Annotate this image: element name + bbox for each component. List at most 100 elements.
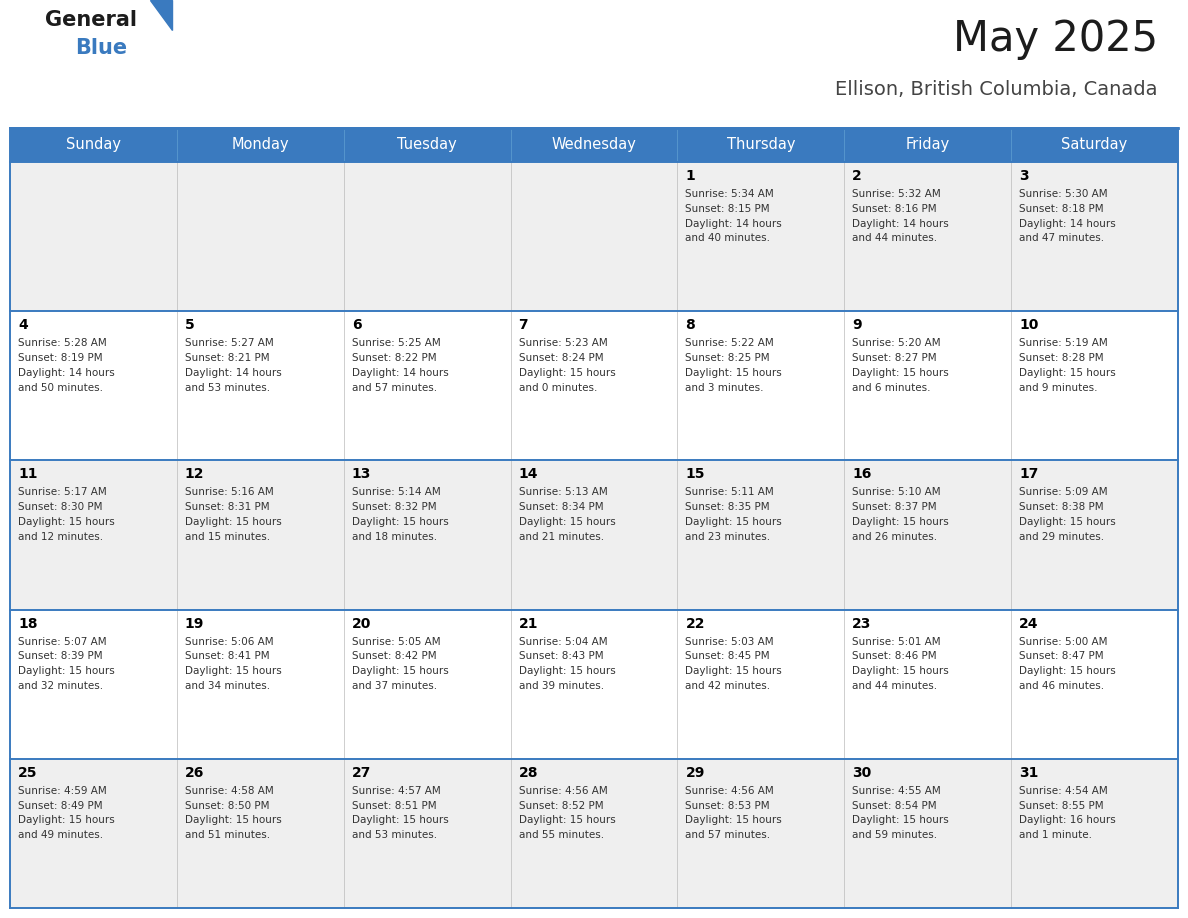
Text: Sunset: 8:54 PM: Sunset: 8:54 PM <box>852 800 937 811</box>
Bar <box>845 162 1011 311</box>
Text: Daylight: 14 hours: Daylight: 14 hours <box>685 218 782 229</box>
Text: 9: 9 <box>852 319 862 332</box>
Text: 21: 21 <box>519 617 538 631</box>
Text: and 18 minutes.: and 18 minutes. <box>352 532 437 542</box>
Text: and 44 minutes.: and 44 minutes. <box>852 681 937 691</box>
Text: 31: 31 <box>1019 766 1038 779</box>
Text: Daylight: 15 hours: Daylight: 15 hours <box>352 666 448 677</box>
Text: Sunrise: 5:00 AM: Sunrise: 5:00 AM <box>1019 636 1107 646</box>
Text: Sunset: 8:18 PM: Sunset: 8:18 PM <box>1019 204 1104 214</box>
Text: 30: 30 <box>852 766 872 779</box>
Text: Sunrise: 5:10 AM: Sunrise: 5:10 AM <box>852 487 941 498</box>
Polygon shape <box>150 0 172 29</box>
Text: Daylight: 15 hours: Daylight: 15 hours <box>18 517 115 527</box>
Text: Blue: Blue <box>75 38 127 58</box>
Bar <box>511 162 677 311</box>
Text: and 32 minutes.: and 32 minutes. <box>18 681 103 691</box>
Text: Monday: Monday <box>232 138 289 152</box>
Text: Daylight: 15 hours: Daylight: 15 hours <box>352 815 448 825</box>
Text: 2: 2 <box>852 169 862 183</box>
Bar <box>343 610 511 759</box>
Text: Daylight: 14 hours: Daylight: 14 hours <box>1019 218 1116 229</box>
Text: Sunrise: 4:58 AM: Sunrise: 4:58 AM <box>185 786 273 796</box>
Text: Daylight: 14 hours: Daylight: 14 hours <box>352 368 448 378</box>
Text: Daylight: 15 hours: Daylight: 15 hours <box>1019 666 1116 677</box>
Bar <box>10 162 177 311</box>
Bar <box>1011 311 1178 461</box>
Text: Sunset: 8:24 PM: Sunset: 8:24 PM <box>519 353 604 363</box>
Bar <box>177 610 343 759</box>
Text: and 0 minutes.: and 0 minutes. <box>519 383 596 393</box>
Text: Daylight: 14 hours: Daylight: 14 hours <box>852 218 949 229</box>
Text: and 59 minutes.: and 59 minutes. <box>852 830 937 840</box>
Bar <box>677 759 845 908</box>
Text: and 37 minutes.: and 37 minutes. <box>352 681 437 691</box>
Text: Daylight: 15 hours: Daylight: 15 hours <box>519 368 615 378</box>
Text: Daylight: 15 hours: Daylight: 15 hours <box>685 815 782 825</box>
Text: 13: 13 <box>352 467 371 481</box>
Text: 15: 15 <box>685 467 704 481</box>
Text: 26: 26 <box>185 766 204 779</box>
Text: 19: 19 <box>185 617 204 631</box>
Text: Sunrise: 5:04 AM: Sunrise: 5:04 AM <box>519 636 607 646</box>
Text: 11: 11 <box>18 467 38 481</box>
Text: Sunset: 8:22 PM: Sunset: 8:22 PM <box>352 353 436 363</box>
Text: Sunset: 8:41 PM: Sunset: 8:41 PM <box>185 652 270 661</box>
Bar <box>10 311 177 461</box>
Text: and 51 minutes.: and 51 minutes. <box>185 830 270 840</box>
Text: Daylight: 15 hours: Daylight: 15 hours <box>519 517 615 527</box>
Text: and 23 minutes.: and 23 minutes. <box>685 532 771 542</box>
Text: Daylight: 15 hours: Daylight: 15 hours <box>18 666 115 677</box>
Text: 27: 27 <box>352 766 371 779</box>
Bar <box>177 162 343 311</box>
Text: and 50 minutes.: and 50 minutes. <box>18 383 103 393</box>
Text: and 6 minutes.: and 6 minutes. <box>852 383 930 393</box>
Text: 10: 10 <box>1019 319 1038 332</box>
Text: and 39 minutes.: and 39 minutes. <box>519 681 604 691</box>
Text: Daylight: 15 hours: Daylight: 15 hours <box>852 517 949 527</box>
Text: Sunset: 8:53 PM: Sunset: 8:53 PM <box>685 800 770 811</box>
Text: 20: 20 <box>352 617 371 631</box>
Bar <box>343 162 511 311</box>
Text: and 57 minutes.: and 57 minutes. <box>685 830 771 840</box>
Text: Sunset: 8:35 PM: Sunset: 8:35 PM <box>685 502 770 512</box>
Bar <box>177 311 343 461</box>
Text: Daylight: 15 hours: Daylight: 15 hours <box>1019 368 1116 378</box>
Text: Daylight: 15 hours: Daylight: 15 hours <box>852 368 949 378</box>
Text: Saturday: Saturday <box>1061 138 1127 152</box>
Text: Daylight: 15 hours: Daylight: 15 hours <box>519 815 615 825</box>
Text: Sunset: 8:39 PM: Sunset: 8:39 PM <box>18 652 102 661</box>
Bar <box>10 128 177 162</box>
Text: and 46 minutes.: and 46 minutes. <box>1019 681 1105 691</box>
Text: 24: 24 <box>1019 617 1038 631</box>
Text: Sunset: 8:47 PM: Sunset: 8:47 PM <box>1019 652 1104 661</box>
Bar <box>677 461 845 610</box>
Bar <box>10 610 177 759</box>
Text: Sunrise: 5:30 AM: Sunrise: 5:30 AM <box>1019 189 1107 199</box>
Text: Sunrise: 5:14 AM: Sunrise: 5:14 AM <box>352 487 441 498</box>
Bar <box>1011 162 1178 311</box>
Text: Sunset: 8:34 PM: Sunset: 8:34 PM <box>519 502 604 512</box>
Text: Daylight: 15 hours: Daylight: 15 hours <box>685 517 782 527</box>
Text: Daylight: 14 hours: Daylight: 14 hours <box>185 368 282 378</box>
Text: 22: 22 <box>685 617 704 631</box>
Text: 16: 16 <box>852 467 872 481</box>
Bar <box>10 461 177 610</box>
Text: and 53 minutes.: and 53 minutes. <box>185 383 270 393</box>
Text: Tuesday: Tuesday <box>397 138 457 152</box>
Bar <box>511 128 677 162</box>
Text: and 12 minutes.: and 12 minutes. <box>18 532 103 542</box>
Text: 7: 7 <box>519 319 529 332</box>
Text: Sunrise: 5:01 AM: Sunrise: 5:01 AM <box>852 636 941 646</box>
Text: Sunrise: 5:34 AM: Sunrise: 5:34 AM <box>685 189 775 199</box>
Text: and 21 minutes.: and 21 minutes. <box>519 532 604 542</box>
Text: Ellison, British Columbia, Canada: Ellison, British Columbia, Canada <box>835 80 1158 99</box>
Bar <box>845 759 1011 908</box>
Bar <box>677 162 845 311</box>
Bar <box>343 759 511 908</box>
Text: 25: 25 <box>18 766 38 779</box>
Text: Sunrise: 5:07 AM: Sunrise: 5:07 AM <box>18 636 107 646</box>
Bar <box>511 610 677 759</box>
Bar <box>845 610 1011 759</box>
Bar <box>845 461 1011 610</box>
